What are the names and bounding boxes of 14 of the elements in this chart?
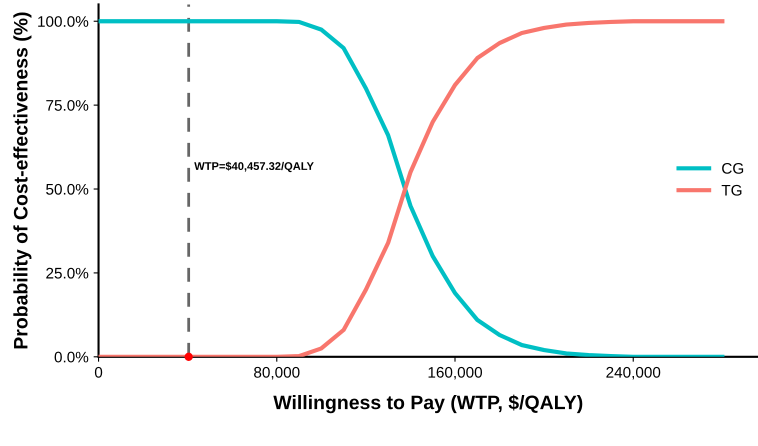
legend-label: CG bbox=[722, 162, 744, 174]
y-tick-label: 75.0% bbox=[46, 100, 88, 111]
x-tick-label: 160,000 bbox=[428, 366, 482, 380]
x-tick-label: 240,000 bbox=[606, 366, 660, 380]
y-tick-label: 0.0% bbox=[54, 352, 88, 362]
legend-label: TG bbox=[722, 184, 742, 196]
x-tick-label: 80,000 bbox=[254, 366, 300, 380]
y-tick-label: 25.0% bbox=[46, 268, 88, 279]
y-tick-label: 100.0% bbox=[38, 16, 88, 27]
annotation: WTP=$40,457.32/QALY bbox=[194, 162, 314, 172]
y-axis-title: Probability of Cost-effectiveness (%) bbox=[13, 12, 32, 348]
y-tick-label: 50.0% bbox=[46, 184, 88, 195]
x-axis-title: Willingness to Pay (WTP, $/QALY) bbox=[273, 394, 582, 414]
x-tick-label: 0 bbox=[94, 366, 102, 378]
